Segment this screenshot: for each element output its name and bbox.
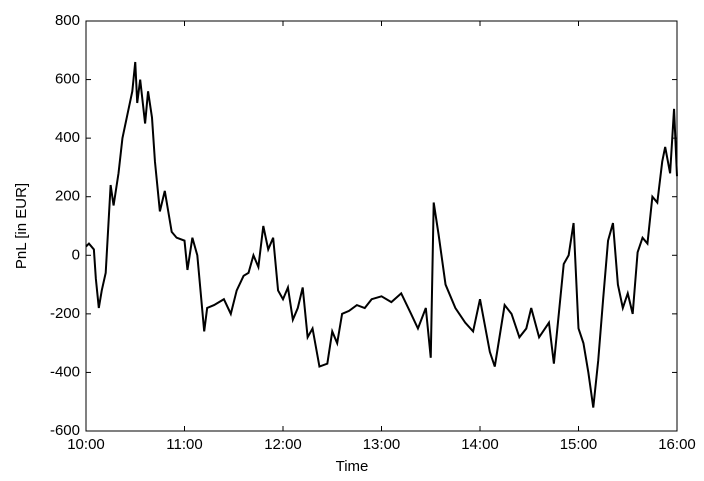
- x-axis-label: Time: [336, 458, 369, 475]
- y-tick-label: 400: [55, 129, 80, 146]
- y-tick-label: 200: [55, 188, 80, 205]
- y-tick-label: 0: [72, 246, 80, 263]
- x-tick-label: 10:00: [67, 436, 105, 453]
- y-tick-label: -200: [50, 305, 80, 322]
- y-tick-label: 600: [55, 71, 80, 88]
- x-tick-label: 11:00: [166, 436, 202, 453]
- y-tick-label: -600: [50, 422, 80, 439]
- x-tick-label: 16:00: [658, 436, 696, 453]
- y-tick-label: -400: [50, 363, 80, 380]
- x-tick-label: 15:00: [560, 436, 598, 453]
- x-tick-label: 12:00: [264, 436, 302, 453]
- plot-frame: [85, 20, 678, 432]
- pnl-line: [85, 61, 678, 408]
- y-tick-label: 800: [55, 12, 80, 29]
- y-axis-label: PnL [in EUR]: [13, 183, 30, 269]
- x-tick-label: 13:00: [363, 436, 401, 453]
- x-tick-label: 14:00: [461, 436, 499, 453]
